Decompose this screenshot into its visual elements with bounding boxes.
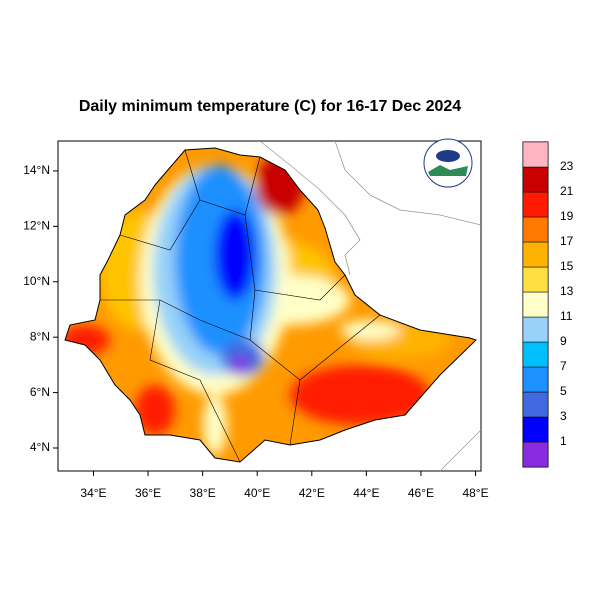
x-tick-label: 38°E: [190, 486, 216, 500]
colorbar-box: [522, 416, 549, 443]
colorbar-box: [522, 166, 549, 193]
y-tick-label: 4°N: [30, 440, 50, 454]
x-tick-label: 40°E: [244, 486, 270, 500]
x-tick-label: 48°E: [462, 486, 488, 500]
colorbar-label: 21: [560, 184, 574, 198]
neighbour-coastlines: [259, 140, 482, 472]
colorbar-label: 15: [560, 259, 574, 273]
colorbar-label: 5: [560, 384, 567, 398]
x-tick-label: 34°E: [80, 486, 106, 500]
country-border: [64, 147, 477, 463]
colorbar-label: 13: [560, 284, 574, 298]
y-tick-label: 10°N: [23, 274, 50, 288]
colorbar-box: [522, 316, 549, 343]
colorbar-label: 19: [560, 209, 574, 223]
x-tick-label: 46°E: [408, 486, 434, 500]
colorbar-label: 1: [560, 434, 567, 448]
colorbar-box: [522, 341, 549, 368]
colorbar-label: 17: [560, 234, 574, 248]
colorbar-label: 7: [560, 359, 567, 373]
region-borders: [100, 149, 381, 463]
x-tick-label: 44°E: [353, 486, 379, 500]
colorbar-box: [522, 216, 549, 243]
y-tick-label: 12°N: [23, 219, 50, 233]
colorbar-label: 3: [560, 409, 567, 423]
colorbar-label: 9: [560, 334, 567, 348]
colorbar-box: [522, 366, 549, 393]
x-tick-label: 36°E: [135, 486, 161, 500]
logo: [423, 138, 473, 188]
colorbar-label: 11: [560, 309, 573, 323]
colorbar-box: [522, 266, 549, 293]
x-tick-label: 42°E: [299, 486, 325, 500]
colorbar-box: [522, 141, 549, 168]
map-title: Daily minimum temperature (C) for 16-17 …: [79, 98, 461, 115]
colorbar-box: [522, 191, 549, 218]
colorbar-box: [522, 291, 549, 318]
colorbar-box: [522, 441, 549, 468]
colorbar-box: [522, 391, 549, 418]
y-tick-label: 6°N: [30, 385, 50, 399]
y-tick-label: 8°N: [30, 329, 50, 343]
colorbar-label: 23: [560, 159, 574, 173]
colorbar-box: [522, 241, 549, 268]
y-tick-label: 14°N: [23, 163, 50, 177]
